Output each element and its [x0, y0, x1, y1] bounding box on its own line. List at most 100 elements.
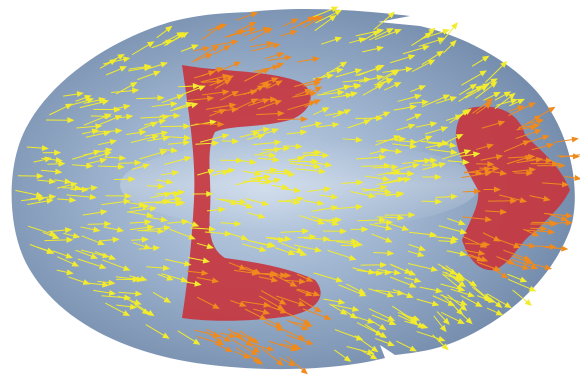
- arrow-head: [528, 285, 537, 292]
- arrow-head: [272, 64, 280, 71]
- arrow-head: [331, 204, 339, 211]
- arrow-head: [449, 96, 458, 102]
- arrow-head: [119, 66, 128, 72]
- arrow-shaft: [210, 41, 236, 47]
- arrow-shaft: [140, 116, 167, 119]
- arrow-head: [330, 6, 339, 13]
- arrow-head: [430, 265, 439, 272]
- arrow-head: [401, 225, 410, 231]
- arrow-head: [140, 275, 148, 282]
- arrow-head: [132, 87, 140, 94]
- arrow-shaft: [265, 172, 293, 175]
- arrow-head: [269, 167, 278, 174]
- arrow-head: [528, 242, 536, 249]
- arrow-shaft: [440, 294, 466, 305]
- arrow-head: [322, 152, 330, 159]
- arrow-shaft: [439, 24, 457, 45]
- arrow-head: [272, 42, 281, 49]
- arrow-head: [165, 39, 173, 46]
- arrow-head: [166, 274, 174, 281]
- arrow-head: [243, 352, 251, 359]
- arrow-head: [517, 105, 525, 111]
- arrow-head: [359, 290, 367, 297]
- arrow-head: [208, 70, 216, 77]
- arrow-shaft: [286, 356, 306, 373]
- arrow-head: [218, 206, 226, 213]
- arrow-head: [382, 111, 391, 118]
- arrow-head: [216, 78, 224, 85]
- arrow-shaft: [313, 272, 341, 282]
- arrow-head: [314, 121, 323, 128]
- arrow-head: [367, 349, 375, 355]
- arrow-head: [86, 162, 94, 169]
- arrow-shaft: [137, 230, 162, 232]
- arrow-head: [450, 193, 458, 200]
- arrow-head: [138, 201, 147, 208]
- arrow-head: [307, 16, 315, 23]
- arrow-head: [450, 149, 458, 155]
- arrow-head: [427, 59, 436, 66]
- arrow-head: [305, 276, 314, 282]
- arrow-shaft: [260, 290, 285, 304]
- arrow-head: [525, 155, 533, 161]
- arrow-head: [274, 99, 283, 106]
- arrow-head: [521, 264, 530, 270]
- arrow-shaft: [525, 158, 550, 162]
- arrow-head: [171, 170, 180, 177]
- arrow-head: [305, 290, 313, 297]
- arrow-shaft: [80, 249, 107, 257]
- arrow-head: [379, 261, 388, 268]
- arrow-head: [273, 147, 282, 153]
- arrow-head: [211, 45, 220, 52]
- arrow-head: [459, 304, 468, 312]
- arrow-shaft: [317, 91, 342, 96]
- arrow-shaft: [272, 273, 295, 286]
- arrow-head: [334, 9, 343, 16]
- arrow-shaft: [130, 300, 153, 316]
- arrow-head: [314, 149, 323, 156]
- arrow-shaft: [524, 229, 553, 233]
- arrow-head: [269, 152, 277, 159]
- arrow-head: [180, 276, 189, 283]
- arrow-head: [393, 135, 401, 141]
- arrow-head: [117, 54, 125, 60]
- arrow-head: [124, 294, 132, 301]
- arrow-head: [449, 142, 457, 149]
- arrow-shaft: [231, 339, 256, 355]
- arrow-shaft: [97, 165, 122, 168]
- arrow-head: [300, 129, 308, 136]
- arrow-head: [412, 162, 420, 169]
- arrow-head: [159, 149, 168, 156]
- arrow-head: [284, 168, 292, 175]
- arrow-shaft: [375, 289, 402, 294]
- arrow-head: [371, 345, 379, 353]
- arrow-head: [376, 74, 384, 81]
- arrow-head: [356, 179, 364, 186]
- arrow-head: [479, 241, 488, 248]
- arrow-head: [93, 226, 101, 233]
- arrow-shaft: [268, 340, 296, 351]
- arrow-head: [72, 232, 81, 239]
- arrow-head: [318, 168, 326, 175]
- arrow-head: [276, 359, 284, 366]
- arrow-head: [252, 130, 260, 137]
- arrow-shaft: [235, 177, 262, 186]
- arrow-head: [343, 109, 352, 115]
- arrow-head: [90, 184, 99, 191]
- arrow-head: [355, 334, 364, 341]
- arrow-shaft: [356, 156, 384, 160]
- arrow-head: [128, 176, 136, 183]
- arrow-shaft: [290, 162, 318, 168]
- arrow-shaft: [334, 329, 361, 340]
- arrow-head: [532, 122, 541, 129]
- arrow-shaft: [523, 261, 550, 269]
- arrow-head: [293, 187, 302, 194]
- arrow-head: [206, 190, 214, 197]
- arrow-shaft: [155, 202, 183, 204]
- arrow-head: [105, 147, 113, 154]
- arrow-head: [153, 70, 161, 77]
- arrow-head: [493, 265, 502, 272]
- arrow-head: [279, 298, 287, 305]
- arrow-head: [414, 93, 422, 100]
- arrow-head: [91, 128, 100, 135]
